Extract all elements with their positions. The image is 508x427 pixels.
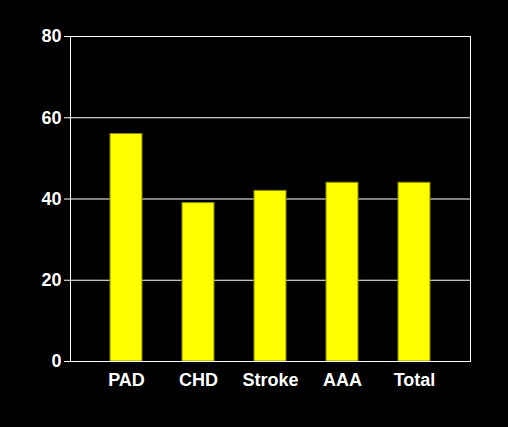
svg-text:Total: Total	[394, 370, 436, 390]
svg-text:20: 20	[41, 270, 61, 290]
svg-text:40: 40	[41, 189, 61, 209]
svg-text:AAA: AAA	[323, 370, 362, 390]
svg-text:0: 0	[51, 351, 61, 371]
svg-text:Stroke: Stroke	[242, 370, 298, 390]
svg-text:80: 80	[41, 26, 61, 46]
svg-text:PAD: PAD	[108, 370, 145, 390]
svg-text:60: 60	[41, 108, 61, 128]
svg-text:CHD: CHD	[179, 370, 218, 390]
